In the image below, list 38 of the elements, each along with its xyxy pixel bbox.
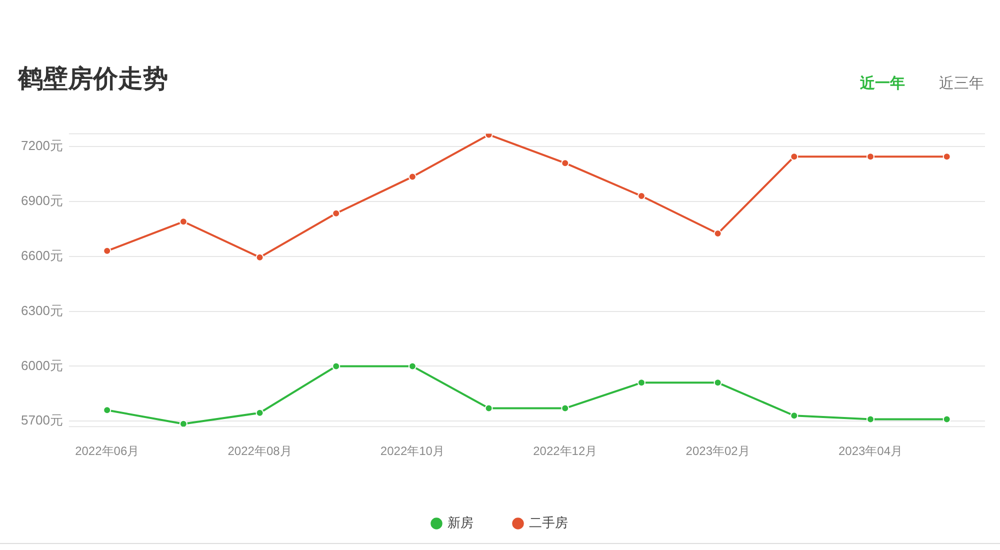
point — [484, 404, 493, 412]
point — [714, 378, 722, 387]
point — [942, 415, 951, 424]
x-tick-label: 2022年10月 — [380, 444, 444, 458]
point — [256, 253, 264, 262]
point — [561, 159, 570, 168]
point — [408, 172, 416, 181]
chart-title: 鹤壁房价走势 — [18, 63, 168, 95]
point — [942, 152, 951, 161]
point — [103, 406, 112, 414]
legend-label: 二手房 — [529, 514, 568, 531]
point — [332, 209, 340, 218]
legend-label: 新房 — [448, 514, 474, 531]
y-tick-label: 7200元 — [21, 138, 63, 154]
x-tick-label: 2023年04月 — [838, 444, 903, 458]
point — [332, 362, 340, 370]
y-tick-label: 6900元 — [21, 193, 63, 208]
point — [408, 362, 416, 370]
x-tick-label: 2022年08月 — [228, 444, 292, 458]
y-tick-label: 6300元 — [21, 302, 63, 318]
text: 近一年 — [860, 74, 905, 92]
y-tick-label: 5700元 — [21, 412, 63, 428]
point — [866, 152, 874, 161]
point — [256, 408, 264, 417]
x-tick-label: 2022年12月 — [533, 444, 598, 458]
point — [790, 152, 798, 161]
x-tick-label: 2023年02月 — [686, 444, 750, 458]
point — [179, 218, 188, 226]
point — [179, 420, 188, 427]
point — [103, 246, 112, 255]
y-tick-label: 6000元 — [21, 358, 63, 373]
text: 近三年 — [939, 74, 984, 92]
x-tick-label: 2022年06月 — [75, 444, 140, 458]
point — [637, 378, 646, 387]
point — [866, 415, 874, 424]
y-tick-label: 6600元 — [21, 248, 63, 263]
point — [790, 412, 798, 420]
point — [561, 404, 570, 412]
